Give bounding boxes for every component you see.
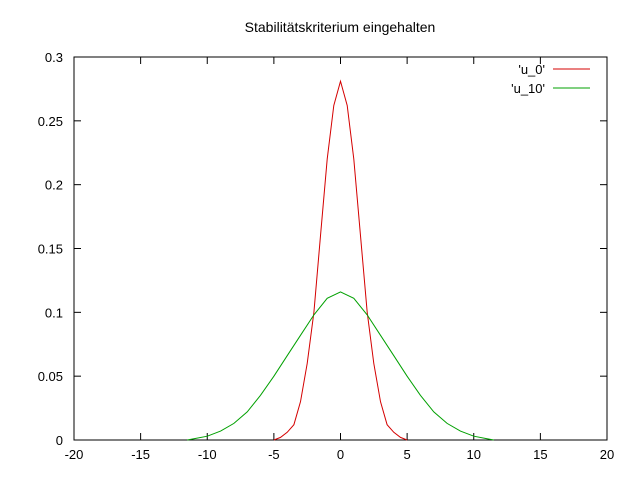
x-tick-label: -10 (198, 447, 217, 462)
x-tick-label: -20 (65, 447, 84, 462)
legend-label: 'u_0' (518, 62, 545, 77)
plot-frame (73, 56, 608, 441)
y-tick-label: 0.05 (38, 369, 63, 384)
x-tick-label: 10 (467, 447, 481, 462)
legend: 'u_0' 'u_10' (511, 62, 590, 96)
x-tick-label: 0 (337, 447, 344, 462)
y-tick-label: 0.1 (45, 305, 63, 320)
series-line-2 (187, 291, 494, 441)
ticks: -20 -15 -10 -5 0 5 10 15 20 0 0.05 0.1 0.15 0.2 0.25 0.… (38, 50, 615, 462)
series-line-1 (273, 79, 408, 441)
x-tick-label: -15 (131, 447, 150, 462)
series-layer (187, 79, 494, 441)
x-tick-label: -5 (268, 447, 280, 462)
y-tick-label: 0 (56, 433, 63, 448)
y-tick-label: 0.3 (45, 50, 63, 65)
chart-title: Stabilitätskriterium eingehalten (245, 19, 436, 35)
y-tick-label: 0.15 (38, 242, 63, 257)
y-tick-label: 0.25 (38, 114, 63, 129)
y-tick-label: 0.2 (45, 178, 63, 193)
x-tick-label: 20 (600, 447, 614, 462)
legend-label: 'u_10' (511, 81, 545, 96)
x-tick-label: 15 (533, 447, 547, 462)
x-tick-label: 5 (404, 447, 411, 462)
